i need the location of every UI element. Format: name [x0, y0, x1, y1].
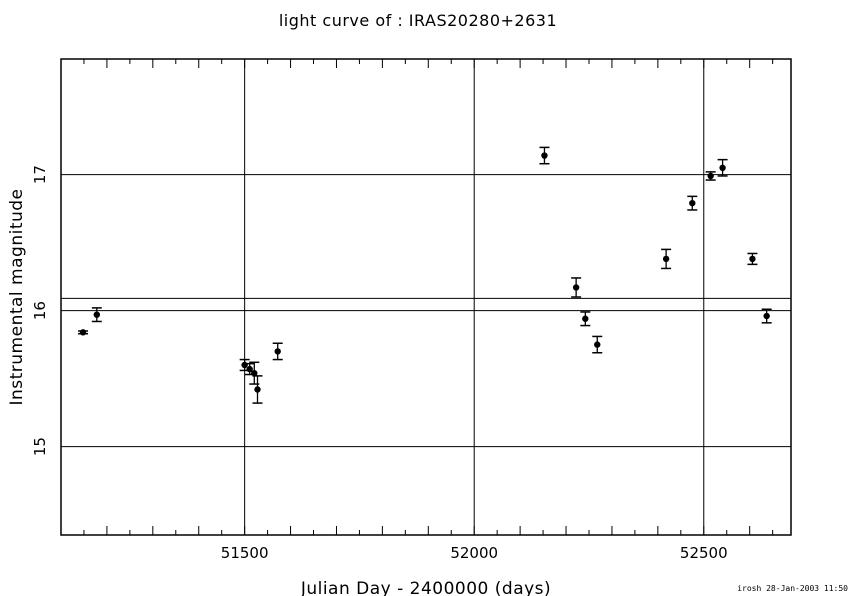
point-marker: [541, 152, 548, 159]
y-axis-label: Instrumental magnitude: [7, 188, 27, 405]
data-point: [78, 329, 89, 336]
data-point: [252, 375, 263, 404]
data-point: [661, 248, 672, 270]
point-marker: [763, 312, 770, 320]
point-marker: [572, 284, 580, 291]
data-point: [747, 252, 758, 266]
data-point: [272, 342, 283, 361]
x-axis-label: Julian Day - 2400000 (days): [300, 579, 551, 596]
point-marker: [274, 348, 281, 355]
data-points: [78, 146, 772, 404]
data-point: [687, 195, 698, 211]
axis-ticks: [60, 59, 774, 535]
data-point: [539, 146, 550, 165]
footer-stamp: irosh 28-Jan-2003 11:50: [737, 584, 848, 593]
data-point: [592, 335, 603, 354]
data-point: [717, 158, 728, 177]
point-marker: [749, 255, 756, 263]
y-tick-label: 16: [31, 301, 49, 320]
x-tick-label: 51500: [221, 544, 269, 562]
data-point: [761, 308, 772, 324]
point-marker: [251, 369, 258, 377]
point-marker: [594, 341, 601, 348]
point-marker: [241, 361, 248, 369]
x-tick-label: 52000: [450, 544, 498, 562]
point-marker: [689, 199, 696, 207]
point-marker: [93, 311, 101, 318]
point-marker: [707, 172, 714, 180]
data-point: [705, 171, 716, 181]
point-marker: [246, 365, 253, 373]
data-point: [571, 277, 582, 298]
point-marker: [719, 164, 726, 171]
plot-frame: [60, 58, 792, 536]
point-marker: [254, 386, 261, 393]
chart-title: light curve of : IRAS20280+2631: [279, 11, 557, 30]
point-marker: [79, 329, 87, 336]
point-marker: [662, 255, 670, 263]
point-marker: [582, 315, 589, 322]
data-point: [91, 307, 102, 323]
y-tick-label: 15: [31, 437, 49, 456]
grid-lines: [61, 59, 791, 535]
y-tick-label: 17: [31, 165, 49, 184]
tick-labels: 51500 52000 52500 15 16 17: [31, 165, 728, 562]
x-tick-label: 52500: [680, 544, 728, 562]
data-point: [580, 311, 591, 327]
